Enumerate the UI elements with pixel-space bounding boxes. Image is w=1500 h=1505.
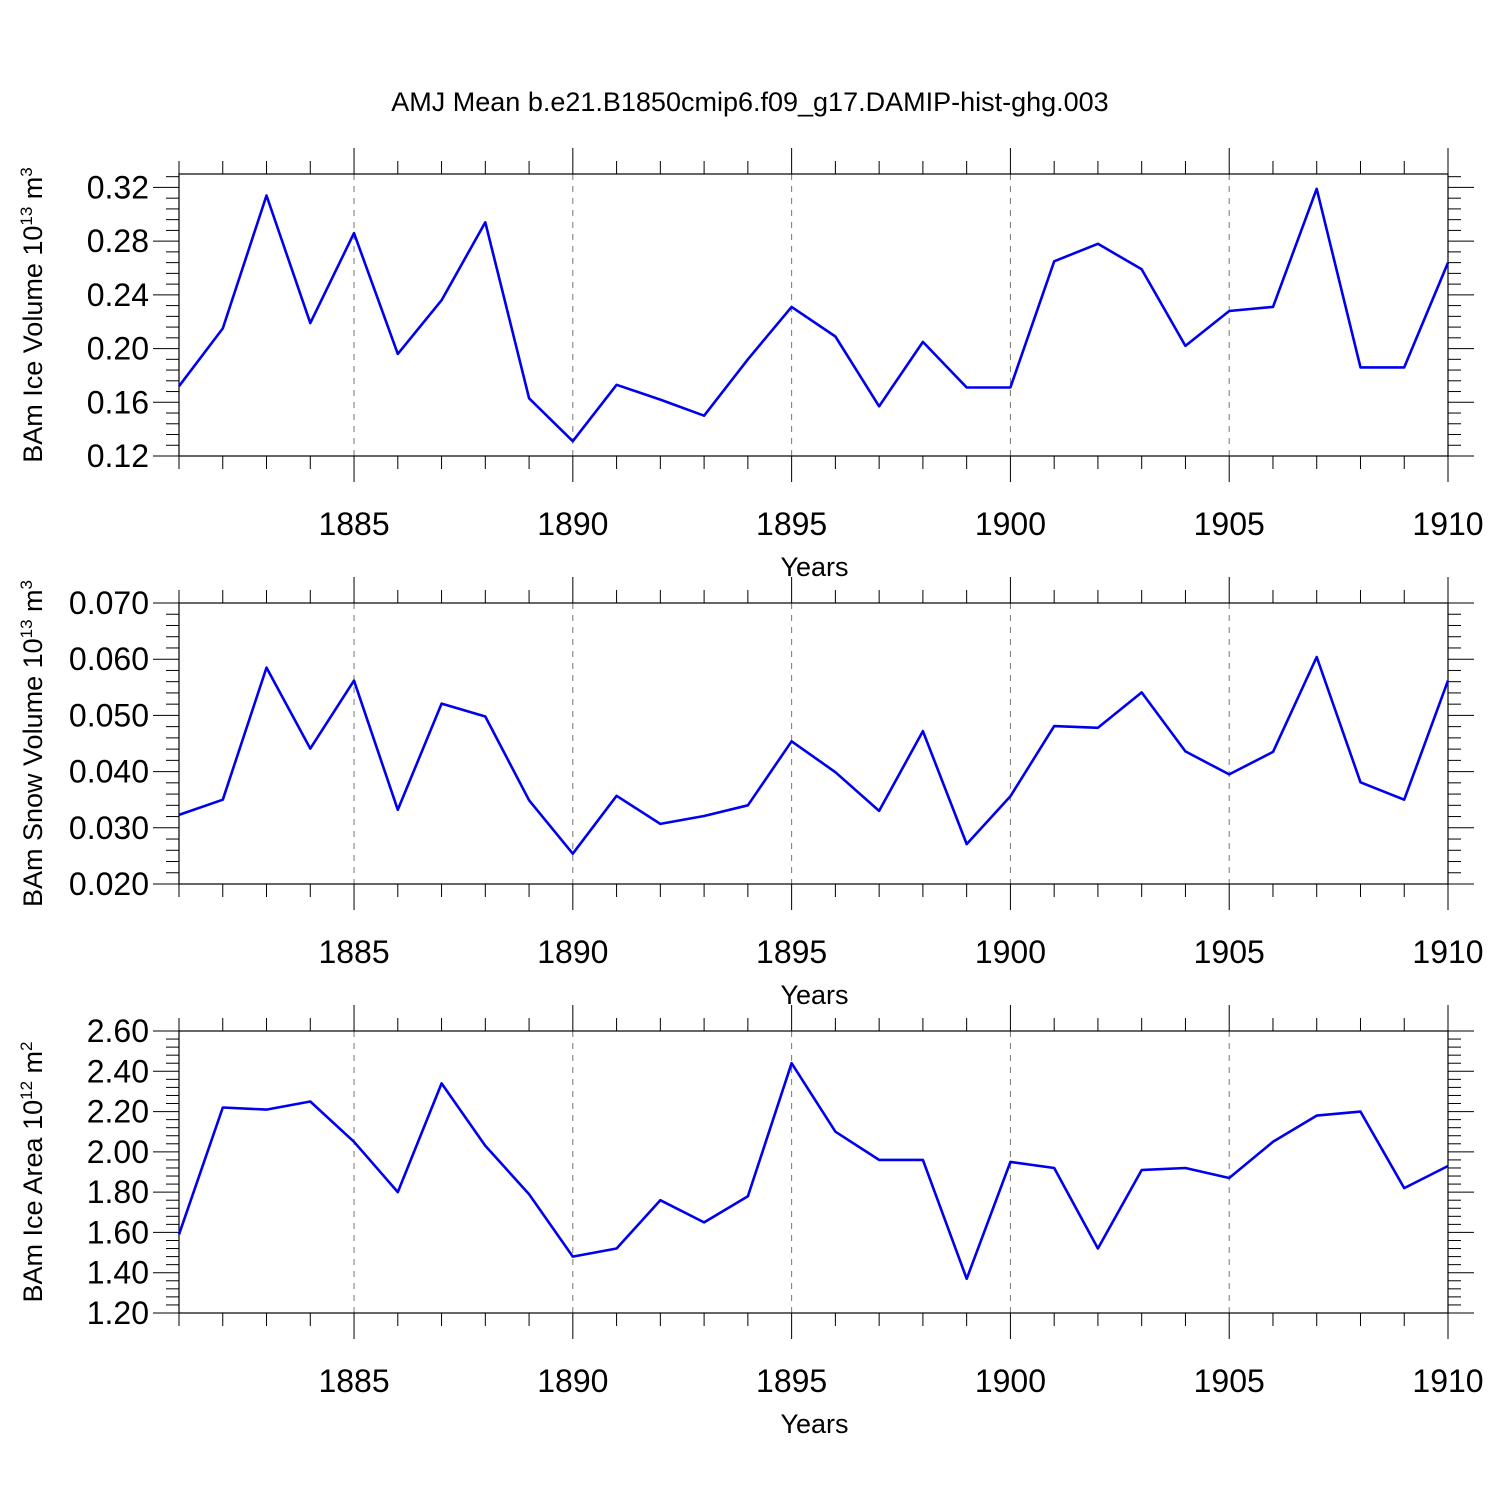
x-tick-label: 1890	[537, 1363, 608, 1399]
y-tick-label: 0.32	[87, 169, 149, 205]
y-tick-label: 2.60	[87, 1013, 149, 1049]
x-tick-label: 1910	[1412, 506, 1483, 542]
x-axis-label: Years	[780, 552, 848, 582]
panel-3: 1.20 1.40 1.60 1.80 2.00 2.20 2.40 2.60 1885 1890…	[17, 1005, 1484, 1439]
y-tick-label: 0.16	[87, 384, 149, 420]
series-line	[177, 187, 1450, 443]
x-tick-label: 1895	[756, 1363, 827, 1399]
y-axis-label: BAm Ice Area 1012 m2	[17, 1042, 48, 1303]
y-tick-label: 0.040	[69, 754, 149, 790]
y-axis-label: BAm Snow Volume 1013 m3	[17, 580, 48, 907]
x-tick-label: 1910	[1412, 1363, 1483, 1399]
y-tick-label: 1.20	[87, 1295, 149, 1331]
x-tick-label: 1905	[1194, 934, 1265, 970]
x-tick-label: 1885	[318, 506, 389, 542]
y-tick-label: 0.060	[69, 641, 149, 677]
y-tick-label: 1.80	[87, 1174, 149, 1210]
y-tick-label: 2.40	[87, 1053, 149, 1089]
y-tick-label: 0.050	[69, 697, 149, 733]
x-tick-label: 1895	[756, 934, 827, 970]
plot-frame	[178, 173, 1449, 457]
x-tick-label: 1905	[1194, 1363, 1265, 1399]
x-tick-label: 1890	[537, 934, 608, 970]
plot-frame	[178, 602, 1449, 885]
x-tick-label: 1905	[1194, 506, 1265, 542]
x-tick-label: 1890	[537, 506, 608, 542]
x-tick-label: 1900	[975, 934, 1046, 970]
x-axis-label: Years	[780, 980, 848, 1010]
x-tick-label: 1900	[975, 506, 1046, 542]
y-tick-label: 0.20	[87, 331, 149, 367]
series-line	[177, 1061, 1449, 1281]
x-tick-label: 1885	[318, 934, 389, 970]
y-axis-label: BAm Ice Volume 1013 m3	[17, 167, 48, 463]
series-line	[178, 655, 1450, 856]
panel-1: 0.12 0.16 0.20 0.24 0.28 0.32 1885 1890 1895 1900…	[17, 148, 1484, 582]
y-tick-label: 0.030	[69, 810, 149, 846]
x-tick-label: 1910	[1412, 934, 1483, 970]
y-tick-label: 0.070	[69, 585, 149, 621]
y-tick-label: 1.60	[87, 1214, 149, 1250]
y-tick-label: 2.20	[87, 1094, 149, 1130]
y-tick-label: 2.00	[87, 1134, 149, 1170]
x-tick-label: 1885	[318, 1363, 389, 1399]
y-tick-label: 0.12	[87, 438, 149, 474]
y-tick-label: 0.28	[87, 223, 149, 259]
panel-2: 0.020 0.030 0.040 0.050 0.060 0.070 1885 1890 18…	[17, 577, 1484, 1010]
y-tick-label: 0.24	[87, 277, 149, 313]
x-tick-label: 1900	[975, 1363, 1046, 1399]
plot-frame	[178, 1030, 1449, 1314]
y-tick-label: 1.40	[87, 1255, 149, 1291]
y-tick-label: 0.020	[69, 866, 149, 902]
x-axis-label: Years	[780, 1409, 848, 1439]
chart-title: AMJ Mean b.e21.B1850cmip6.f09_g17.DAMIP-…	[391, 87, 1108, 117]
x-tick-label: 1895	[756, 506, 827, 542]
